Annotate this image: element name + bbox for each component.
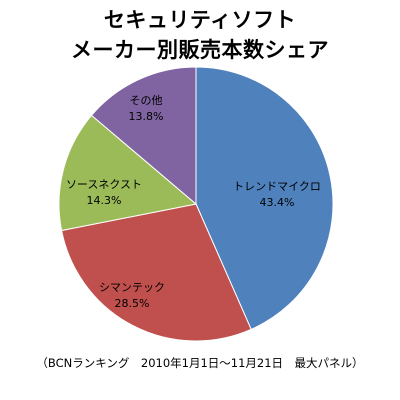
pie-slice-3: [58, 114, 198, 232]
slice-value-label-4: 13.8%: [129, 110, 164, 123]
slice-value-label-3: 14.3%: [87, 194, 122, 207]
chart-title-line-2: メーカー別販売本数シェア: [71, 38, 329, 62]
chart-title-line-1: セキュリティソフト: [103, 8, 297, 32]
pie-slice-2: [61, 203, 252, 342]
pie-slice-4: [90, 66, 197, 206]
slice-label-2: シマンテック: [99, 281, 165, 294]
slice-label-1: トレンドマイクロ: [233, 180, 321, 193]
slice-value-label-2: 28.5%: [115, 297, 150, 310]
slice-value-label-1: 43.4%: [260, 196, 295, 209]
pie-slice-1: [195, 66, 334, 331]
slice-label-4: その他: [130, 94, 163, 107]
source-footnote: （BCNランキング 2010年1月1日～11月21日 最大パネル）: [36, 356, 364, 370]
slice-label-3: ソースネクスト: [66, 178, 142, 191]
